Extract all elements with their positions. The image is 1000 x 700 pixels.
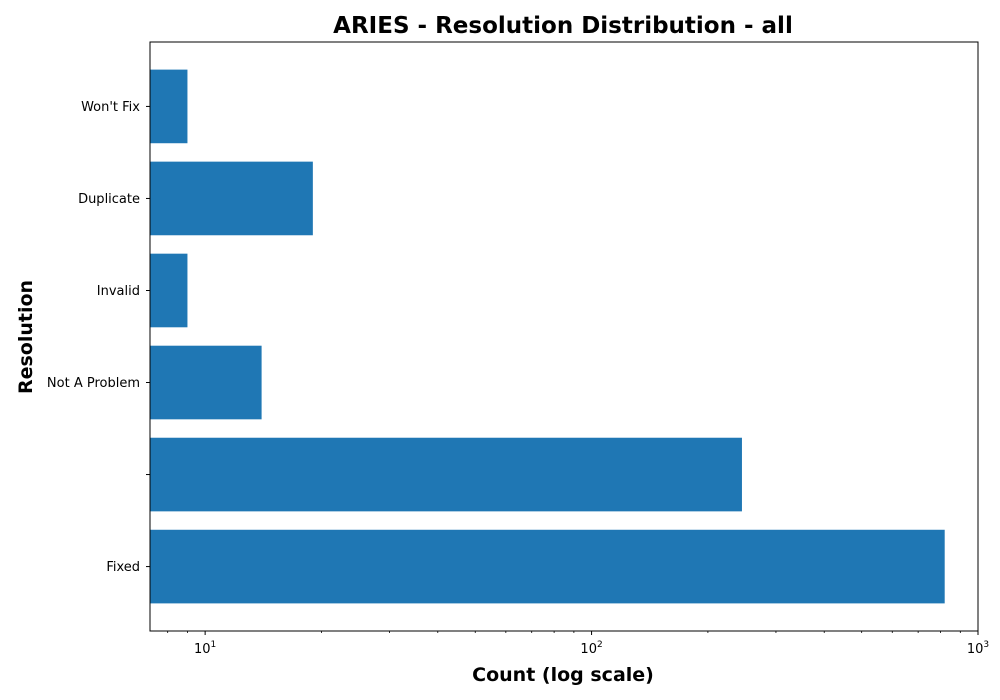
x-tick-label: 103 <box>967 640 989 657</box>
y-axis-ticks: Fixed Not A Problem Invalid Duplicate Won't … <box>47 100 150 575</box>
bar <box>150 437 742 512</box>
bar <box>150 345 262 420</box>
bar <box>150 253 188 328</box>
bar <box>150 69 188 144</box>
y-tick-label: Duplicate <box>78 192 140 207</box>
y-tick-label: Won't Fix <box>81 100 140 115</box>
y-tick-label: Fixed <box>106 560 140 575</box>
x-tick-label: 101 <box>194 640 216 657</box>
bars-group <box>150 69 945 604</box>
chart-title: ARIES - Resolution Distribution - all <box>333 13 793 39</box>
y-tick-label: Not A Problem <box>47 376 140 391</box>
bar <box>150 529 945 604</box>
bar <box>150 161 313 236</box>
x-tick-label: 102 <box>580 640 602 657</box>
x-axis-label: Count (log scale) <box>472 664 654 686</box>
y-axis-label: Resolution <box>15 280 37 394</box>
y-tick-label: Invalid <box>97 284 140 299</box>
plot-area-frame <box>149 41 979 632</box>
x-axis-ticks: 101 102 103 <box>167 631 989 657</box>
